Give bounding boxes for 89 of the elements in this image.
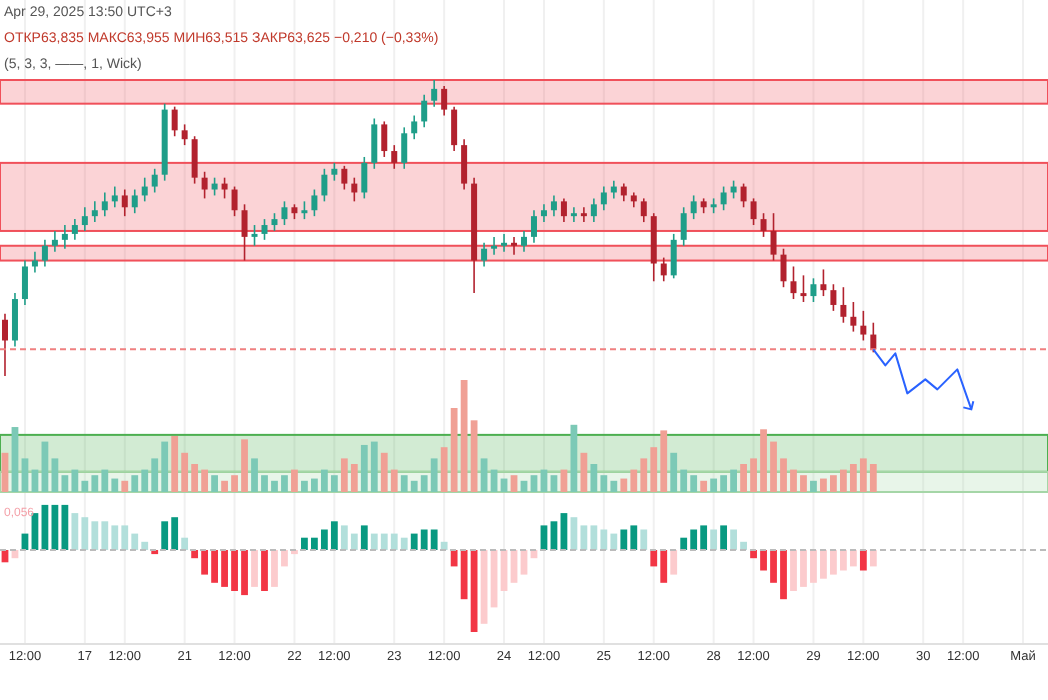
candlestick	[341, 165, 348, 191]
bar	[720, 525, 728, 550]
candlestick	[111, 185, 118, 209]
bar	[251, 550, 258, 587]
candlestick	[281, 200, 288, 226]
candlestick	[790, 265, 797, 300]
bar	[869, 550, 877, 567]
candlestick	[151, 168, 158, 194]
candlestick	[431, 79, 438, 108]
candlestick	[191, 135, 198, 185]
candlestick	[181, 123, 188, 146]
candlestick	[530, 209, 537, 244]
candlestick	[141, 176, 148, 203]
candlestick	[391, 144, 398, 170]
candlestick	[451, 105, 458, 152]
bar	[181, 537, 189, 550]
candlestick	[600, 185, 607, 212]
bar	[640, 529, 648, 550]
candlestick	[770, 212, 777, 262]
candlestick	[860, 310, 867, 342]
candlestick	[11, 292, 18, 348]
candlestick	[121, 188, 128, 217]
candlestick	[371, 117, 378, 170]
candlestick	[101, 191, 108, 217]
bar	[291, 469, 298, 492]
candlestick	[261, 218, 268, 241]
candlestick	[441, 85, 448, 117]
candlestick	[560, 197, 567, 223]
candlestick	[800, 274, 807, 303]
candlestick	[421, 94, 428, 129]
candlestick	[311, 188, 318, 217]
candlestick	[680, 206, 687, 247]
candlestick	[820, 268, 827, 297]
candlestick	[660, 256, 667, 283]
candlestick	[580, 206, 587, 223]
candlestick	[401, 126, 408, 170]
candlestick	[590, 197, 597, 223]
candlestick	[690, 194, 697, 220]
candlestick	[840, 286, 847, 324]
bar	[121, 480, 129, 492]
candlestick	[321, 168, 328, 203]
bar	[261, 550, 268, 591]
candlestick	[481, 242, 488, 268]
candlestick	[241, 203, 248, 262]
bar	[710, 529, 718, 550]
candlestick	[131, 188, 138, 214]
candlestick	[550, 194, 557, 217]
candlestick	[61, 224, 68, 250]
candlestick	[81, 206, 88, 232]
candlestick	[750, 197, 757, 226]
candlestick	[91, 200, 98, 223]
bar	[859, 550, 867, 571]
bar	[580, 452, 588, 492]
bar	[211, 475, 218, 492]
bar	[810, 480, 817, 492]
candlestick	[640, 197, 647, 223]
candlestick	[521, 230, 527, 253]
candlestick	[650, 212, 657, 283]
bar	[360, 525, 368, 550]
candlestick	[21, 259, 28, 306]
candlestick	[511, 236, 518, 256]
candlestick	[251, 224, 258, 247]
candlestick	[411, 114, 418, 140]
candlestick	[491, 236, 498, 256]
candlestick	[740, 182, 747, 209]
candlestick	[850, 301, 857, 333]
candlestick	[51, 230, 58, 253]
candlestick	[780, 247, 787, 288]
candlestick	[670, 233, 677, 280]
candlestick	[361, 156, 368, 200]
candlestick	[381, 120, 388, 158]
candlestick	[760, 212, 767, 238]
candlestick	[41, 239, 48, 268]
candlestick	[810, 277, 817, 303]
candlestick	[570, 206, 577, 223]
candlestick	[171, 105, 178, 138]
candlestick	[351, 176, 358, 203]
candlestick	[221, 176, 228, 200]
candlestick	[201, 170, 208, 200]
bar	[440, 541, 448, 550]
bar	[670, 550, 678, 575]
candlestick	[720, 185, 727, 212]
candlestick	[461, 138, 468, 191]
bar	[700, 480, 708, 492]
candlestick	[231, 185, 238, 217]
candlestick	[501, 233, 508, 253]
candlestick	[71, 218, 78, 241]
candlestick	[830, 283, 837, 312]
candlestick	[1, 313, 8, 377]
